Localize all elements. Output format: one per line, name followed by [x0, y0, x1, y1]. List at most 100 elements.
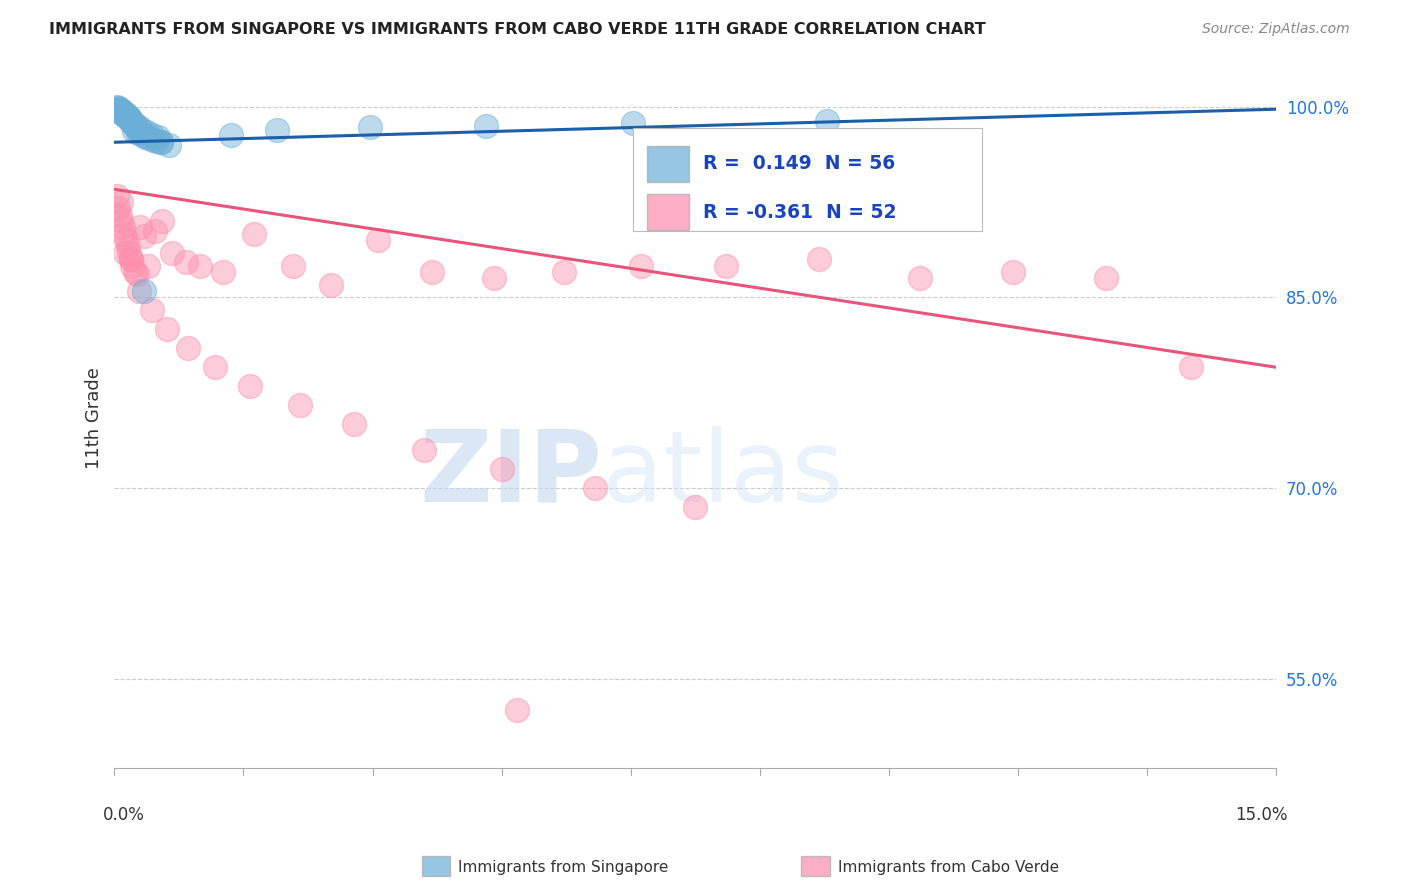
Point [120, 252, 142, 267]
Point [118, 112, 141, 127]
Point [162, 245, 184, 260]
Point [143, 224, 166, 238]
Point [111, 106, 134, 120]
Point [117, 109, 139, 123]
Point [152, 214, 174, 228]
Point [118, 110, 141, 124]
Point [583, 481, 606, 495]
Point [120, 115, 142, 129]
Text: R = -0.361  N = 52: R = -0.361 N = 52 [703, 202, 897, 221]
Point [107, 102, 129, 116]
Point [110, 194, 132, 209]
Point [125, 268, 148, 282]
Point [146, 134, 169, 148]
Point [146, 130, 169, 145]
Point [491, 462, 513, 476]
Point [105, 188, 128, 202]
Y-axis label: 11th Grade: 11th Grade [86, 368, 103, 469]
Point [108, 103, 131, 118]
Point [1094, 271, 1116, 285]
Point [1001, 265, 1024, 279]
Point [114, 227, 136, 241]
Point [142, 133, 165, 147]
Point [177, 341, 200, 355]
Point [121, 259, 143, 273]
Point [553, 265, 575, 279]
Point [127, 126, 149, 140]
Point [138, 131, 160, 145]
Point [129, 125, 152, 139]
Point [204, 360, 226, 375]
Text: R =  0.149  N = 56: R = 0.149 N = 56 [703, 154, 896, 173]
Point [120, 252, 142, 267]
Point [413, 442, 436, 457]
Point [630, 259, 652, 273]
Point [107, 101, 129, 115]
Point [128, 120, 150, 134]
Point [125, 119, 148, 133]
Point [211, 265, 233, 279]
Point [118, 112, 141, 127]
Point [359, 120, 381, 134]
Point [367, 233, 389, 247]
Point [149, 135, 172, 149]
Point [118, 245, 141, 260]
Point [188, 259, 211, 273]
Point [136, 125, 159, 139]
Point [243, 227, 266, 241]
Point [110, 104, 132, 119]
Point [115, 107, 138, 121]
Point [117, 111, 139, 125]
Text: Immigrants from Singapore: Immigrants from Singapore [458, 860, 669, 874]
Point [239, 379, 262, 393]
Point [321, 277, 343, 292]
Point [420, 265, 443, 279]
Point [475, 119, 498, 133]
Point [111, 104, 134, 119]
Point [110, 103, 132, 118]
Text: Source: ZipAtlas.com: Source: ZipAtlas.com [1202, 22, 1350, 37]
Point [141, 128, 163, 142]
Point [122, 118, 145, 132]
Point [128, 284, 150, 298]
Point [219, 128, 242, 142]
Point [621, 116, 644, 130]
Text: IMMIGRANTS FROM SINGAPORE VS IMMIGRANTS FROM CABO VERDE 11TH GRADE CORRELATION C: IMMIGRANTS FROM SINGAPORE VS IMMIGRANTS … [49, 22, 986, 37]
Point [290, 398, 312, 412]
Point [1180, 360, 1202, 375]
Point [112, 107, 135, 121]
Point [111, 106, 134, 120]
Point [129, 220, 152, 235]
Point [117, 239, 139, 253]
Point [127, 122, 149, 136]
Text: 15.0%: 15.0% [1236, 806, 1288, 824]
Point [110, 104, 132, 119]
Point [125, 120, 148, 134]
Point [506, 704, 529, 718]
Point [808, 252, 831, 267]
Point [110, 214, 132, 228]
Point [124, 265, 146, 279]
Point [134, 130, 156, 145]
Point [138, 259, 160, 273]
Point [112, 107, 135, 121]
Point [174, 254, 197, 268]
Point [122, 116, 145, 130]
Point [149, 135, 172, 149]
Point [108, 102, 131, 116]
Point [114, 106, 136, 120]
Point [122, 124, 145, 138]
Text: atlas: atlas [602, 425, 844, 523]
Point [908, 271, 931, 285]
Point [108, 208, 131, 222]
Text: 0.0%: 0.0% [103, 806, 145, 824]
Point [105, 100, 128, 114]
Point [132, 128, 155, 142]
Point [281, 259, 304, 273]
Point [124, 119, 146, 133]
Text: Immigrants from Cabo Verde: Immigrants from Cabo Verde [838, 860, 1059, 874]
Point [683, 500, 706, 514]
Point [115, 233, 138, 247]
Point [266, 122, 288, 136]
Text: ZIP: ZIP [419, 425, 602, 523]
